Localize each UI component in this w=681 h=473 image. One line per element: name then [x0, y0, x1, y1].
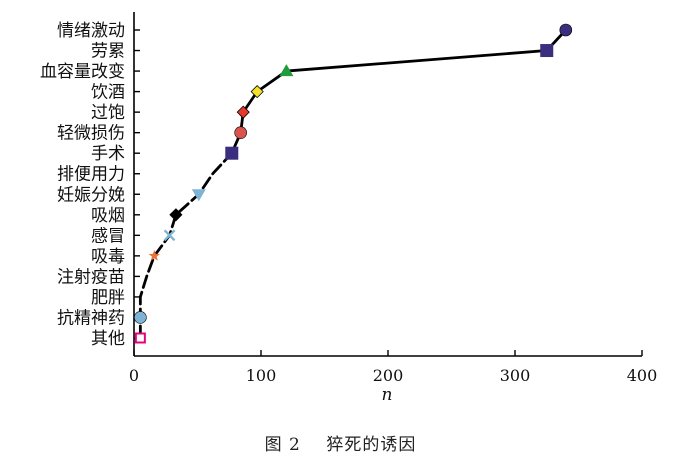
y-tick-label: 劳累	[91, 42, 125, 62]
y-tick-label: 吸毒	[91, 247, 125, 267]
data-point-16	[559, 23, 573, 37]
y-tick-label: 过饱	[91, 103, 125, 123]
x-axis-title: n	[382, 385, 393, 405]
y-tick-label: 抗精神药	[57, 308, 125, 328]
tick-labels-layer: 0 100 200 300 400 n 其他抗精神药肥胖注射疫苗吸毒感冒吸烟妊娠分娩排便用力…	[40, 21, 657, 405]
y-tick-label: 饮酒	[91, 83, 125, 103]
y-tick-label: 轻微损伤	[57, 124, 125, 144]
markers-layer	[134, 23, 573, 344]
caption-label: 图 2	[264, 435, 301, 455]
data-point-1	[134, 332, 146, 344]
x-tick-label: 200	[373, 366, 404, 385]
data-point-8	[191, 189, 206, 202]
series-line-lower	[138, 151, 234, 340]
y-tick-label: 手术	[91, 144, 125, 164]
y-tick-label: 肥胖	[91, 288, 125, 308]
data-line-layer	[138, 28, 568, 340]
y-tick-label: 情绪激动	[57, 21, 125, 41]
y-tick-label: 感冒	[91, 226, 125, 246]
caption-text: 猝死的诱因	[326, 435, 417, 455]
figure-caption: 图 2 猝死的诱因	[0, 430, 681, 455]
y-tick-label: 吸烟	[91, 206, 125, 226]
x-tick-label: 400	[627, 366, 658, 385]
data-point-11	[234, 126, 247, 139]
data-point-6	[163, 229, 176, 242]
axes	[133, 12, 643, 357]
y-tick-label: 妊娠分娩	[57, 185, 125, 205]
data-point-7	[169, 208, 183, 222]
data-point-12	[236, 105, 250, 119]
x-tick-label: 100	[246, 366, 277, 385]
data-point-2	[134, 311, 147, 324]
y-tick-label: 其他	[91, 329, 125, 349]
data-point-14	[279, 64, 294, 77]
data-point-5	[148, 249, 161, 261]
y-tick-label: 排便用力	[57, 165, 125, 185]
x-tick-label: 300	[500, 366, 531, 385]
series-line-upper	[230, 28, 568, 155]
data-point-10	[225, 146, 239, 160]
y-tick-label: 血容量改变	[40, 62, 125, 82]
chart: 0 100 200 300 400 n 其他抗精神药肥胖注射疫苗吸毒感冒吸烟妊娠分娩排便用力…	[40, 12, 657, 405]
x-tick-label: 0	[129, 366, 139, 385]
y-tick-label: 注射疫苗	[57, 267, 125, 287]
data-point-13	[250, 85, 264, 99]
data-point-15	[540, 44, 554, 58]
